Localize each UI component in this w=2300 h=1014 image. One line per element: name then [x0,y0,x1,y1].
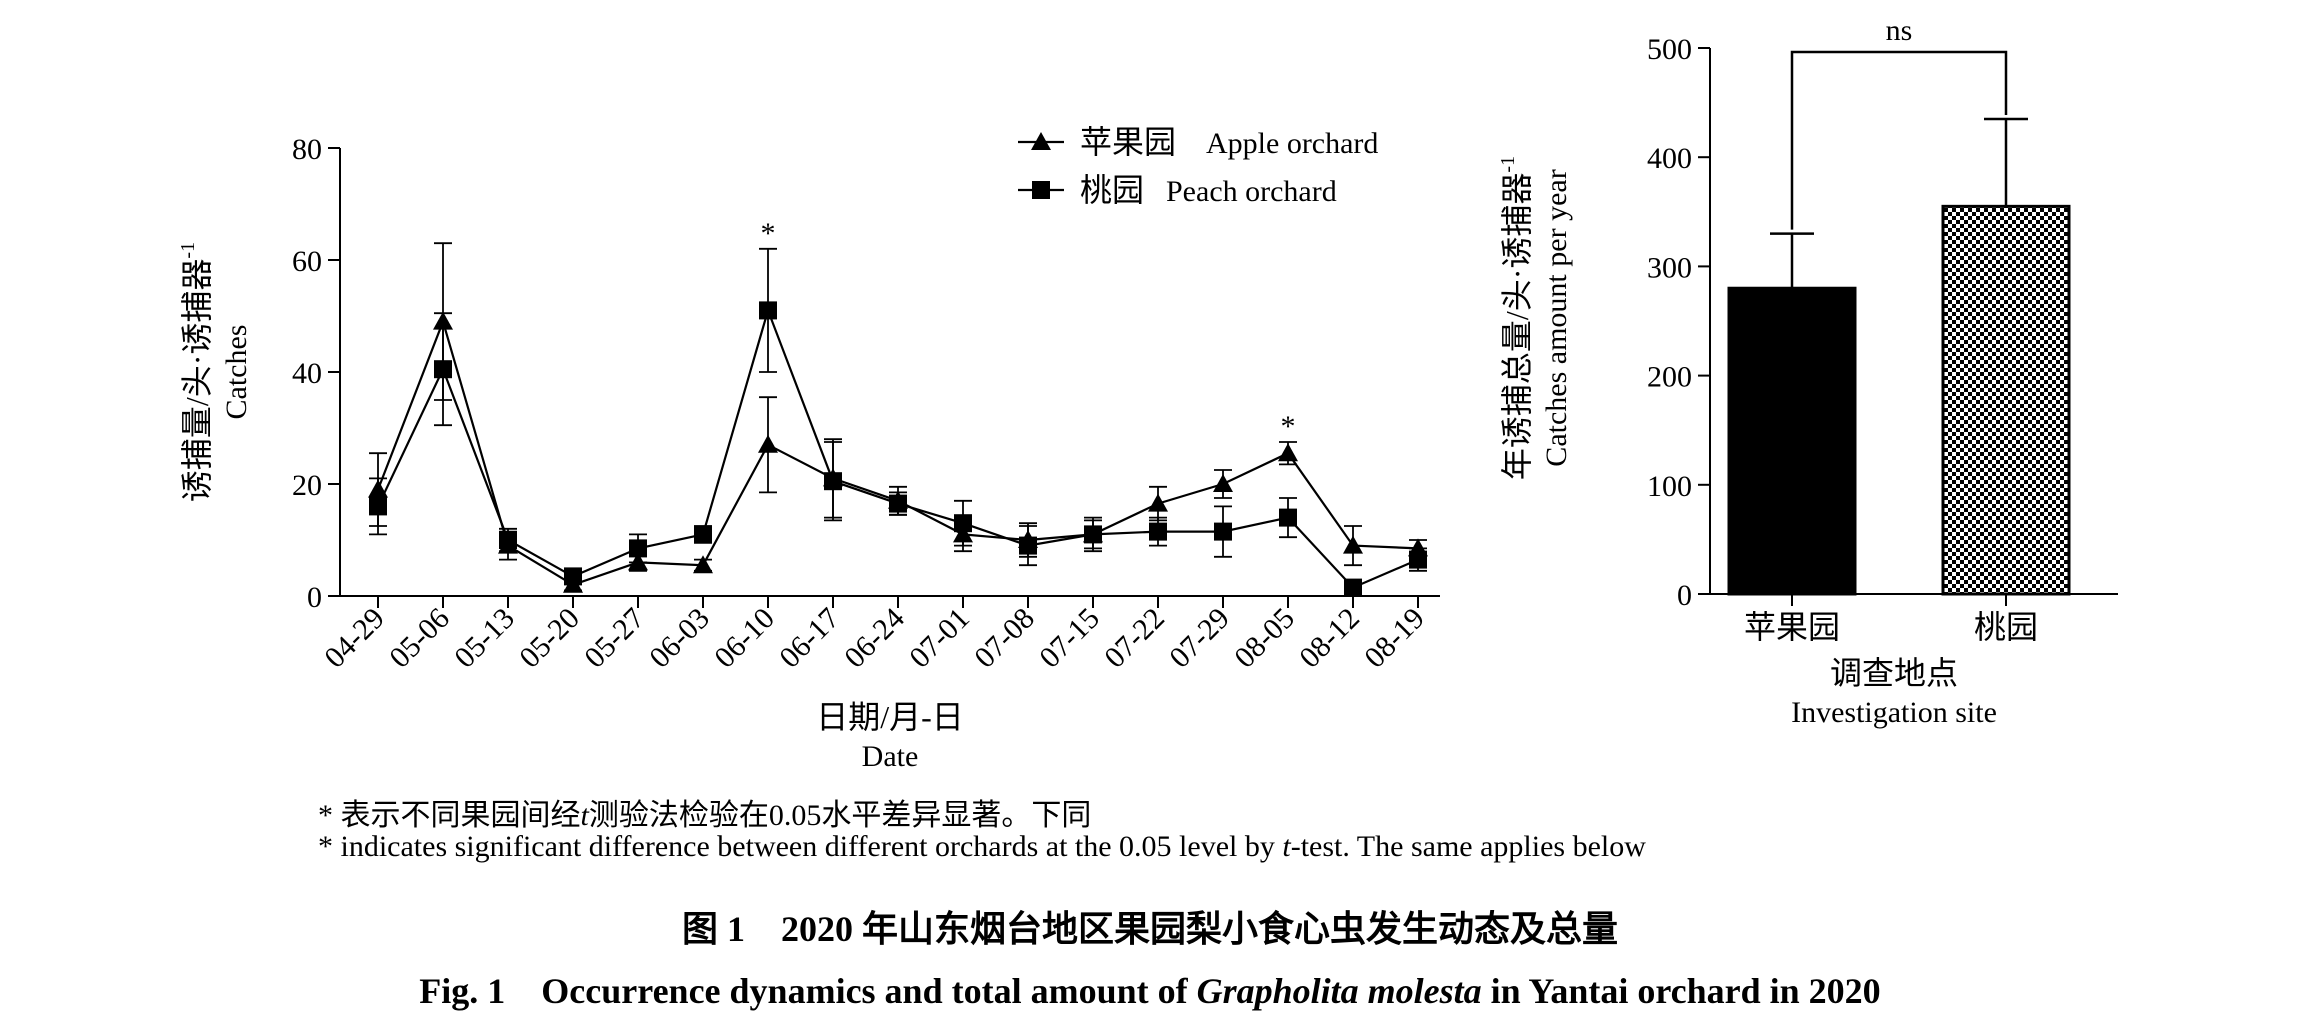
data-point [694,525,712,544]
y-tick-label: 80 [292,133,322,166]
x-tick-label: 06-24 [838,602,911,675]
note-en-prefix: * indicates significant difference betwe… [318,830,1283,863]
significance-star: * [1281,410,1296,443]
note-en-suffix: -test. The same applies below [1290,830,1646,863]
x-tick-label: 04-29 [318,602,391,675]
y-axis-label-superscript: -1 [1497,156,1519,173]
series-line [376,318,1419,587]
data-point [759,301,777,320]
y-tick-label: 40 [292,357,322,390]
y-axis-label-cn-text: 年诱捕总量/头·诱捕器 [1499,173,1535,481]
line-chart: 02040608004-2905-0605-1305-2005-2706-030… [177,124,1440,773]
data-point [1019,536,1037,555]
data-point [1214,522,1232,541]
y-tick-label: 200 [1647,361,1692,394]
y-tick-label: 100 [1647,470,1692,503]
x-tick-label: 07-08 [968,602,1041,675]
figure-caption-cn: 图 1 2020 年山东烟台地区果园梨小食心虫发生动态及总量 [681,909,1618,949]
y-axis-label-en: Catches amount per year [1540,169,1573,466]
x-tick-label: 05-13 [448,602,521,675]
data-point [889,494,907,513]
legend-marker [1031,132,1051,150]
x-tick-label: 06-17 [773,602,846,675]
legend-label-en: Peach orchard [1166,175,1337,208]
y-tick-label: 20 [292,469,322,502]
note-en-t: t [1282,830,1291,863]
y-tick-label: 60 [292,245,322,278]
note-cn-t: t [580,799,589,832]
significance-note-en: * indicates significant difference betwe… [318,830,1646,864]
y-tick-label: 400 [1647,142,1692,175]
data-point [758,434,778,453]
x-tick-label: 05-06 [383,602,456,675]
caption-en-suffix: in Yantai orchard in 2020 [1481,971,1881,1011]
y-axis-label-cn: 诱捕量/头·诱捕器-1 [177,242,215,502]
x-axis-label-en: Investigation site [1791,696,1997,729]
legend-label-cn: 桃园 [1080,172,1144,208]
caption-en-prefix: Fig. 1 Occurrence dynamics and total amo… [419,971,1197,1011]
legend-marker [1032,181,1050,199]
significance-star: * [761,217,776,250]
y-axis-label-cn-text: 诱捕量/头·诱捕器 [179,259,215,503]
x-tick-label: 06-10 [708,602,781,675]
data-point [629,539,647,558]
data-point [954,514,972,533]
x-tick-label: 06-03 [643,602,716,675]
data-point [1084,525,1102,544]
x-axis-label-cn: 调查地点 [1830,655,1958,691]
significance-bracket [1790,50,2008,230]
x-tick-label: 05-20 [513,602,586,675]
x-axis-label-en: Date [862,740,919,773]
x-tick-label: 08-19 [1358,602,1431,675]
x-tick-label: 苹果园 [1744,609,1840,645]
data-point [369,497,387,516]
y-axis-label-cn: 年诱捕总量/头·诱捕器-1 [1497,156,1535,480]
x-tick-label: 07-22 [1098,602,1171,675]
note-cn-suffix: 测验法检验在0.05水平差异显著。下同 [588,799,1092,832]
y-axis-label-superscript: -1 [177,242,199,259]
legend-label-en: Apple orchard [1206,127,1378,160]
y-tick-label: 0 [1677,579,1692,612]
data-point [434,360,452,379]
data-point [1279,508,1297,527]
x-tick-label: 05-27 [578,602,651,675]
data-point [1344,578,1362,597]
legend: 苹果园 Apple orchard 桃园 Peach orchard [1018,124,1378,208]
bar [1941,204,2071,596]
data-point [1148,493,1168,512]
data-point [1343,535,1363,554]
legend-label-cn: 苹果园 [1080,124,1176,160]
x-tick-label: 07-01 [903,602,976,675]
series-line [377,306,1419,589]
note-cn-prefix: * 表示不同果园间经 [318,799,581,832]
data-point [564,567,582,586]
data-point [1409,550,1427,569]
x-tick-label: 07-29 [1163,602,1236,675]
significance-note-cn: * 表示不同果园间经t测验法检验在0.05水平差异显著。下同 [318,790,1091,834]
x-tick-label: 07-15 [1033,602,1106,675]
x-tick-label: 桃园 [1974,609,2038,645]
significance-label: ns [1886,14,1913,47]
bar [1727,286,1857,596]
x-tick-label: 08-12 [1293,602,1366,675]
figure-canvas: 02040608004-2905-0605-1305-2005-2706-030… [177,14,2118,773]
data-point [1213,474,1233,492]
x-tick-label: 08-05 [1228,602,1301,675]
series-peach-orchard [369,247,1427,597]
y-tick-label: 0 [307,581,322,614]
data-point [693,555,713,574]
data-point [499,531,517,549]
caption-en-species: Grapholita molesta [1196,971,1482,1011]
y-tick-label: 500 [1647,33,1692,66]
y-tick-label: 300 [1647,251,1692,284]
data-point [824,472,842,491]
x-axis-label-cn: 日期/月-日 [816,699,964,735]
data-point [1149,522,1167,541]
data-point [1278,443,1298,462]
series-apple-orchard [368,242,1428,593]
figure-caption-en: Fig. 1 Occurrence dynamics and total amo… [0,962,2300,1014]
y-axis-label-en: Catches [220,325,253,420]
